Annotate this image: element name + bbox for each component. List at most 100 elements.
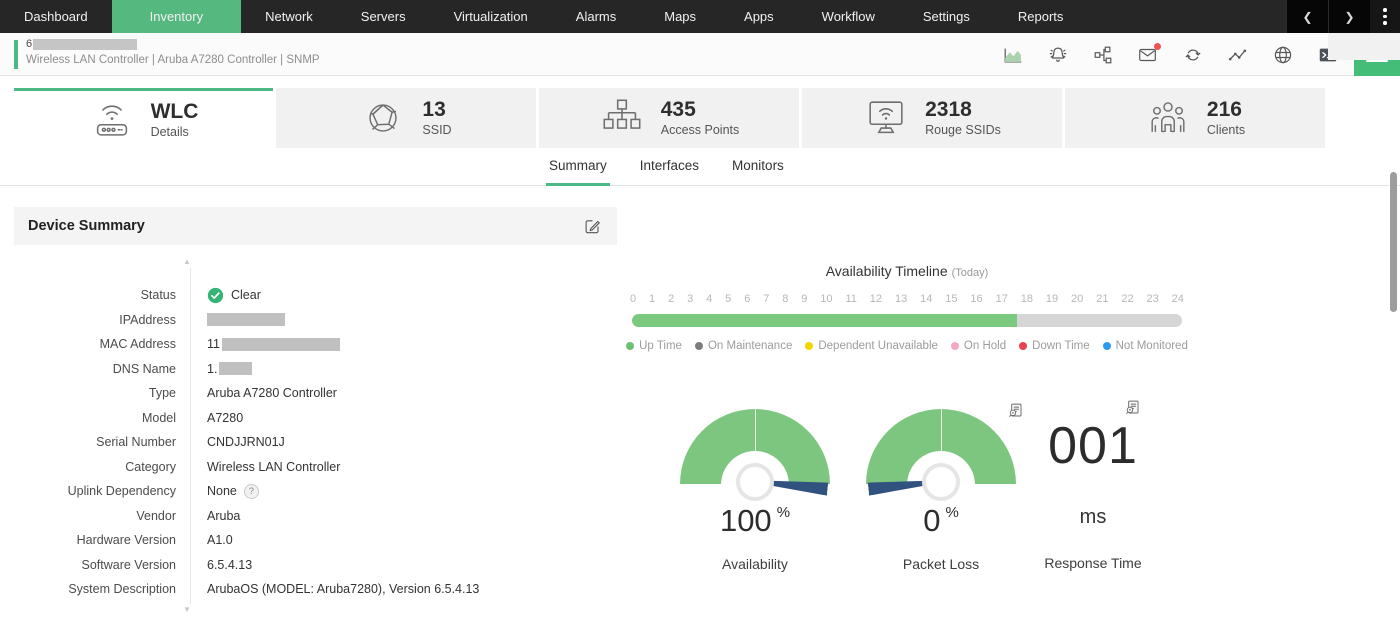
field-label: MAC Address	[99, 337, 176, 352]
legend-dot	[694, 342, 703, 350]
fields-scroll-down-arrow[interactable]: ▼	[183, 605, 191, 614]
legend-label: On Hold	[963, 340, 1007, 352]
legend-label: Down Time	[1032, 340, 1090, 352]
availability-number: 100	[719, 503, 772, 538]
field-row-system-description: System Description ArubaOS (MODEL: Aruba7…	[14, 577, 617, 602]
stat-card-text: 435 Access Points	[661, 99, 740, 138]
field-value-text: 11	[207, 337, 220, 352]
response-time-report-icon[interactable]	[1124, 399, 1141, 421]
stat-card-text: 216 Clients	[1207, 99, 1245, 138]
nav-item-inventory[interactable]: Inventory	[111, 0, 242, 33]
hour-tick: 3	[687, 293, 694, 305]
hour-tick: 13	[894, 293, 908, 305]
hour-tick: 9	[801, 293, 808, 305]
hour-tick: 11	[845, 293, 857, 305]
nav-scroll-left-button[interactable]: ❮	[1286, 0, 1328, 33]
timeline-hour-ticks: 0 1 2 3 4 5 6 7 8 9 10 11 12 13 14 15 16 17 18 19 20 21 22 23 24	[630, 293, 1184, 305]
field-value: A1.0	[207, 533, 233, 548]
link-loop-icon[interactable]	[1181, 43, 1205, 67]
nav-scroll-right-button[interactable]: ❯	[1328, 0, 1370, 33]
sparkline-icon[interactable]	[1226, 43, 1250, 67]
hour-tick: 1	[649, 293, 656, 305]
availability-gauge-hub	[736, 463, 774, 501]
field-label: Status	[140, 288, 176, 303]
legend-label: Not Monitored	[1115, 340, 1188, 352]
field-label: Serial Number	[96, 435, 176, 450]
hour-tick: 17	[995, 293, 1008, 305]
stat-card-details[interactable]: WLC Details	[14, 88, 273, 148]
device-summary-fields: Status Clear IPAddress MAC Address 11 DNS Nam…	[14, 283, 617, 602]
field-value: 11	[207, 337, 340, 351]
hour-tick: 10	[820, 293, 833, 305]
device-name-redaction	[33, 38, 138, 50]
stat-card-ssid[interactable]: 13 SSID	[276, 88, 536, 148]
hour-tick: 15	[945, 293, 958, 305]
alarm-bell-icon[interactable]	[1046, 43, 1070, 67]
field-row-ipaddress: IPAddress	[14, 308, 617, 333]
hour-tick: 4	[706, 293, 713, 305]
mail-icon[interactable]	[1136, 42, 1161, 67]
legend-dot	[626, 342, 635, 350]
stat-card-label: Rouge SSIDs	[925, 123, 1001, 137]
availability-label: Availability	[722, 556, 788, 572]
nav-item-network[interactable]: Network	[265, 9, 313, 24]
nav-item-workflow[interactable]: Workflow	[821, 9, 875, 24]
rogue-ssid-monitor-icon	[863, 95, 909, 141]
field-value	[207, 313, 285, 327]
nav-item-maps[interactable]: Maps	[664, 9, 697, 24]
topology-icon[interactable]	[1091, 43, 1115, 67]
help-icon[interactable]: ?	[243, 483, 259, 499]
field-row-software-version: Software Version 6.5.4.13	[14, 553, 617, 578]
field-row-mac-address: MAC Address 11	[14, 332, 617, 357]
nav-item-reports[interactable]: Reports	[1017, 9, 1064, 24]
legend-dot	[805, 342, 814, 350]
hour-tick: 16	[970, 293, 983, 305]
performance-graph-icon[interactable]	[1001, 43, 1025, 67]
legend-down-time: Down Time	[1019, 340, 1090, 352]
hour-tick: 18	[1020, 293, 1033, 305]
nav-item-servers[interactable]: Servers	[360, 9, 406, 24]
nav-item-apps[interactable]: Apps	[744, 9, 774, 24]
field-row-dns-name: DNS Name 1.	[14, 357, 617, 382]
top-nav: Dashboard Inventory Network Servers Virtuali…	[0, 0, 1400, 33]
tab-summary[interactable]: Summary	[546, 148, 610, 186]
stat-cards-row: WLC Details 13 SSID 435 Access Points 2318 Roug…	[0, 88, 1400, 148]
status-clear-icon	[207, 287, 224, 304]
nav-overflow-menu-button[interactable]	[1370, 0, 1400, 33]
wlc-router-icon	[89, 97, 135, 143]
hour-tick: 6	[744, 293, 751, 305]
packet-loss-report-icon[interactable]	[1007, 402, 1024, 424]
nav-item-virtualization[interactable]: Virtualization	[453, 9, 528, 24]
device-summary-header: Device Summary	[14, 207, 617, 245]
stat-card-label: Details	[150, 124, 189, 139]
stat-card-rouge-ssids[interactable]: 2318 Rouge SSIDs	[802, 88, 1062, 148]
hour-tick: 23	[1146, 293, 1159, 305]
page-scrollbar-thumb[interactable]	[1390, 172, 1397, 312]
availability-value: 100%	[680, 503, 830, 539]
fields-scroll-up-arrow[interactable]: ▲	[183, 257, 191, 266]
hour-tick: 14	[920, 293, 933, 305]
field-value: CNDJJRN01J	[207, 435, 285, 450]
tab-monitors[interactable]: Monitors	[732, 158, 784, 173]
edit-device-button[interactable]	[582, 216, 603, 237]
field-label: Model	[141, 410, 176, 425]
globe-icon[interactable]	[1271, 43, 1295, 67]
stat-card-access-points[interactable]: 435 Access Points	[539, 88, 799, 148]
device-identity: 6 Wireless LAN Controller | Aruba A7280 …	[26, 37, 320, 66]
tab-interfaces[interactable]: Interfaces	[639, 158, 700, 173]
tab-bar: Summary Interfaces Monitors	[0, 148, 1400, 186]
field-value-text: 1.	[207, 361, 218, 376]
tabs: Summary Interfaces Monitors	[546, 148, 787, 186]
nav-item-dashboard[interactable]: Dashboard	[24, 9, 88, 24]
stat-card-clients[interactable]: 216 Clients	[1065, 88, 1325, 148]
packet-loss-gauge	[866, 409, 1016, 505]
availability-timeline-bar[interactable]	[632, 314, 1182, 327]
redacted-value	[207, 313, 285, 327]
nav-item-settings[interactable]: Settings	[922, 9, 970, 24]
nav-item-alarms[interactable]: Alarms	[575, 9, 617, 24]
legend-label: On Maintenance	[707, 340, 793, 352]
device-subtitle: Wireless LAN Controller | Aruba A7280 Co…	[26, 54, 320, 66]
hour-tick: 0	[630, 293, 637, 305]
field-row-serial-number: Serial Number CNDJJRN01J	[14, 430, 617, 455]
field-value: None?	[207, 483, 259, 499]
